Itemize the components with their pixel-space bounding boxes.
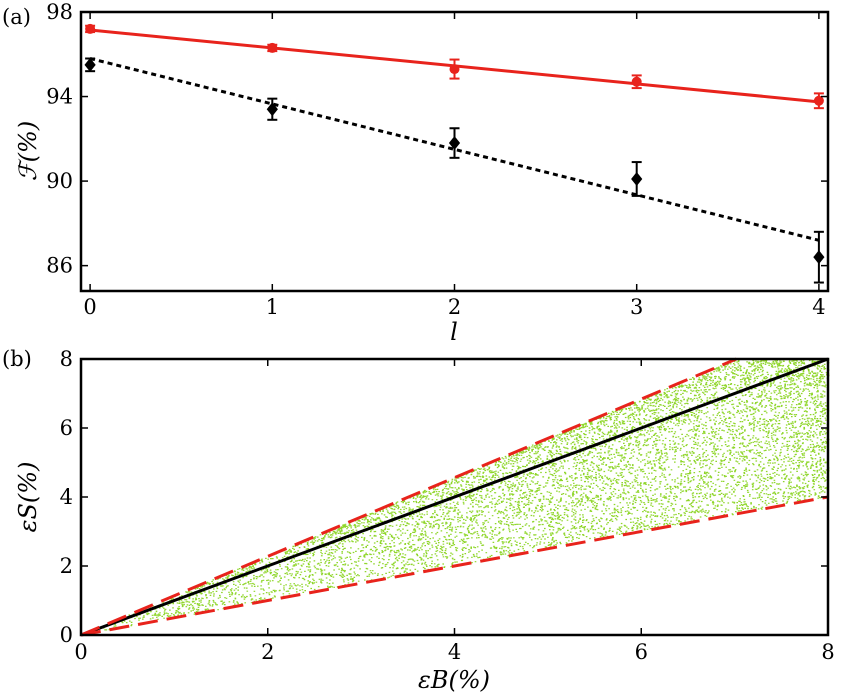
x-tick-label: 0	[74, 640, 87, 664]
panel-a-ylabel: ℱ(%)	[14, 121, 42, 181]
y-tick-label: 6	[60, 416, 73, 440]
panel-a-label: (a)	[2, 5, 31, 29]
y-tick-label: 86	[46, 254, 73, 278]
data-point-black	[631, 171, 643, 186]
data-point-black	[266, 102, 278, 117]
data-point-red	[631, 76, 642, 87]
fit-line-black	[89, 57, 820, 242]
x-tick-label: 3	[630, 295, 643, 319]
panel-a-plot-area	[84, 23, 825, 284]
x-tick-label: 8	[821, 640, 834, 664]
bound-line-dashed	[80, 495, 829, 637]
y-tick-label: 94	[46, 85, 73, 109]
x-tick-label: 4	[812, 295, 825, 319]
y-tick-label: 0	[60, 623, 73, 647]
panel-a: (a) 0 1 2 3 4 86 90 94 98 l ℱ(%)	[2, 0, 830, 346]
panel-b: (b) 0 2 4 6 8 0 2 4 6 8 εB(%) εS(%)	[2, 347, 835, 694]
y-tick-label: 2	[60, 554, 73, 578]
panel-a-ticks: 0 1 2 3 4 86 90 94 98	[46, 0, 828, 319]
panel-b-lines	[80, 357, 829, 637]
x-tick-label: 1	[266, 295, 279, 319]
panel-b-scatter-cloud	[86, 358, 830, 635]
y-tick-label: 4	[60, 485, 73, 509]
scatter-points	[86, 358, 830, 635]
bound-line-dashed	[80, 357, 737, 637]
x-tick-label: 4	[448, 640, 461, 664]
data-point-red	[85, 23, 96, 34]
x-tick-label: 0	[83, 295, 96, 319]
data-point-red	[267, 42, 278, 53]
x-tick-label: 6	[635, 640, 648, 664]
y-tick-label: 90	[46, 169, 73, 193]
panel-b-label: (b)	[2, 347, 32, 371]
data-point-black	[813, 250, 825, 265]
data-point-black	[448, 136, 461, 151]
y-tick-label: 98	[46, 0, 73, 24]
x-tick-label: 2	[448, 295, 461, 319]
panel-b-ylabel: εS(%)	[14, 462, 42, 533]
data-point-black	[84, 57, 96, 72]
data-point-red	[813, 95, 824, 106]
panel-b-ticks: 0 2 4 6 8 0 2 4 6 8	[60, 347, 835, 664]
equality-line	[80, 357, 829, 637]
x-tick-label: 2	[261, 640, 274, 664]
panel-a-xlabel: l	[450, 318, 458, 346]
y-tick-label: 8	[60, 347, 73, 371]
panel-b-xlabel: εB(%)	[418, 666, 490, 694]
data-point-red	[449, 64, 460, 75]
